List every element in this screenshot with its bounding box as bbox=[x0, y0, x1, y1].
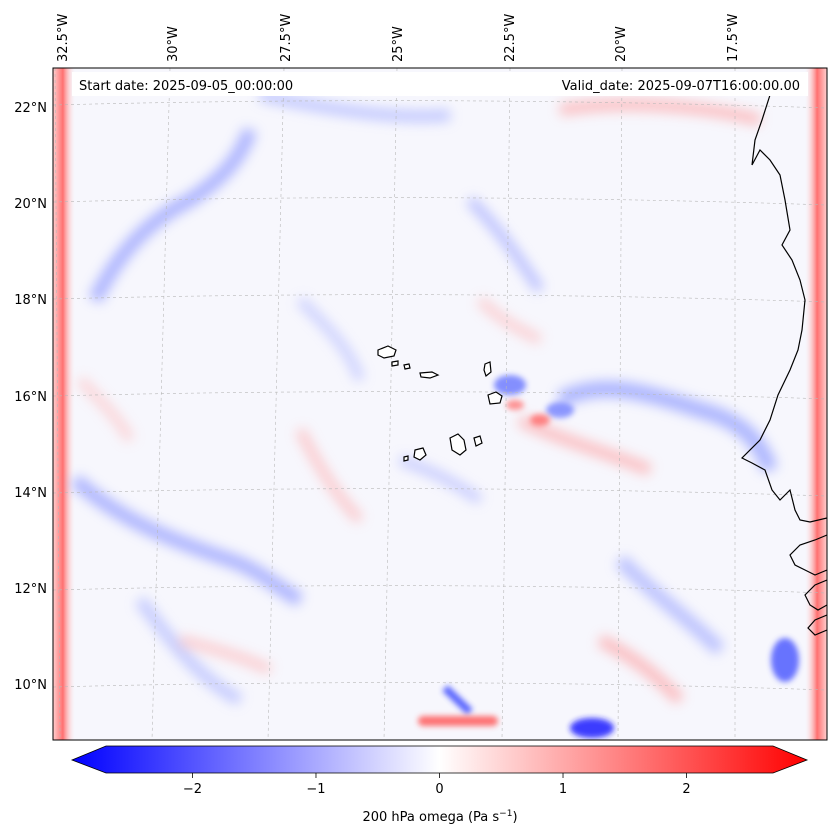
lon-label-20w: 20°W bbox=[614, 26, 629, 62]
colorbar-tick-label: 0 bbox=[435, 782, 443, 797]
lon-label-27-5w: 27.5°W bbox=[279, 14, 294, 62]
latitude-labels: 22°N 20°N 18°N 16°N 14°N 12°N 10°N bbox=[14, 101, 47, 693]
left-boundary-band bbox=[53, 68, 75, 740]
lat-label-14n: 14°N bbox=[14, 486, 47, 501]
positive-omega-features bbox=[76, 98, 762, 705]
colorbar-tick-label: 2 bbox=[682, 782, 690, 797]
senegambia-coastline bbox=[789, 534, 827, 576]
guinea-coastline bbox=[804, 579, 827, 611]
africa-coastline bbox=[740, 94, 827, 523]
lat-label-16n: 16°N bbox=[14, 390, 47, 405]
lat-label-18n: 18°N bbox=[14, 293, 47, 308]
graticule bbox=[53, 68, 827, 740]
colorbar-gradient bbox=[70, 745, 809, 774]
header-background bbox=[72, 72, 808, 96]
lat-label-12n: 12°N bbox=[14, 582, 47, 597]
omega-field bbox=[53, 68, 827, 740]
cape-verde-islands bbox=[377, 345, 503, 462]
lat-label-22n: 22°N bbox=[14, 101, 47, 116]
lon-label-30w: 30°W bbox=[166, 26, 181, 62]
colorbar-title: 200 hPa omega (Pa s−1) bbox=[362, 809, 517, 825]
lat-label-10n: 10°N bbox=[14, 678, 47, 693]
colorbar-tick-label: −1 bbox=[306, 782, 325, 797]
right-boundary-band bbox=[805, 68, 827, 740]
colorbar-ticks: −2 −1 0 1 2 bbox=[183, 773, 691, 797]
lon-label-17-5w: 17.5°W bbox=[726, 14, 741, 62]
colorbar-tick-label: 1 bbox=[559, 782, 567, 797]
lon-label-22-5w: 22.5°W bbox=[503, 14, 518, 62]
lon-label-25w: 25°W bbox=[391, 26, 406, 62]
start-date-label: Start date: 2025-09-05_00:00:00 bbox=[79, 79, 293, 94]
colorbar: −2 −1 0 1 2 200 hPa omega (Pa s−1) bbox=[70, 745, 809, 825]
colorbar-tick-label: −2 bbox=[183, 782, 202, 797]
map-frame bbox=[52, 67, 828, 741]
longitude-labels: 32.5°W 30°W 27.5°W 25°W 22.5°W 20°W 17.5… bbox=[56, 14, 741, 62]
lon-label-32-5w: 32.5°W bbox=[56, 14, 71, 62]
negative-omega-features bbox=[70, 89, 778, 706]
valid-date-label: Valid_date: 2025-09-07T16:00:00.00 bbox=[562, 79, 800, 94]
lat-label-20n: 20°N bbox=[14, 197, 47, 212]
